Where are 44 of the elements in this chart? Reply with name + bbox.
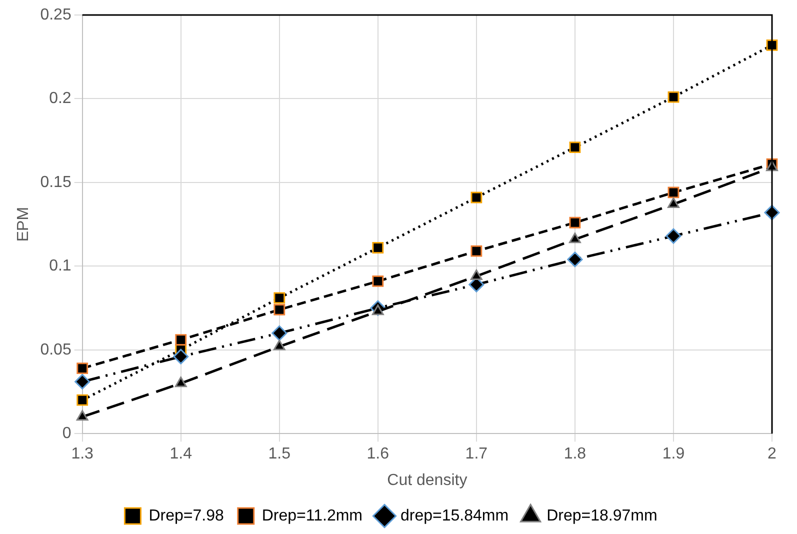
y-tick-label: 0.05 (40, 341, 72, 358)
y-tick-label: 0.2 (49, 90, 72, 108)
point (668, 186, 680, 198)
y-tick-label: 0 (62, 425, 72, 442)
point (76, 410, 88, 421)
point (274, 292, 286, 304)
y-tick-label: 0.1 (49, 258, 72, 275)
point (272, 325, 288, 341)
point (470, 245, 482, 257)
point (372, 242, 384, 254)
point (470, 269, 482, 280)
point (74, 374, 90, 390)
point (569, 216, 581, 228)
point (668, 91, 680, 103)
x-tick-label: 1.7 (465, 446, 488, 463)
x-tick-label: 1.3 (71, 446, 94, 463)
x-tick-label: 2 (768, 446, 777, 463)
point (668, 197, 680, 208)
legend-label: Drep=7.98 (148, 507, 224, 524)
x-tick-label: 1.5 (268, 446, 291, 463)
y-axis-title: EPM (15, 206, 32, 242)
point (173, 348, 189, 364)
point (76, 362, 88, 374)
point (569, 232, 581, 244)
x-tick-label: 1.9 (662, 446, 685, 463)
point (372, 276, 384, 287)
point (76, 394, 88, 406)
point (273, 340, 286, 350)
legend-label: Drep=11.2mm (262, 507, 363, 524)
point (470, 192, 482, 204)
legend-label: drep=15.84mm (400, 507, 509, 524)
x-tick-label: 1.6 (366, 446, 390, 463)
point (569, 142, 581, 153)
x-tick-label: 1.4 (170, 446, 192, 463)
legend-label: Drep=18.97mm (546, 507, 658, 524)
x-tick-label: 1.8 (564, 446, 586, 463)
point (567, 252, 583, 268)
point (274, 304, 286, 316)
y-tick-label: 0.25 (40, 6, 72, 24)
point (175, 334, 187, 346)
x-axis-title: Cut density (387, 472, 468, 489)
point (666, 228, 682, 244)
point (174, 376, 187, 388)
y-tick-label: 0.15 (40, 174, 72, 191)
